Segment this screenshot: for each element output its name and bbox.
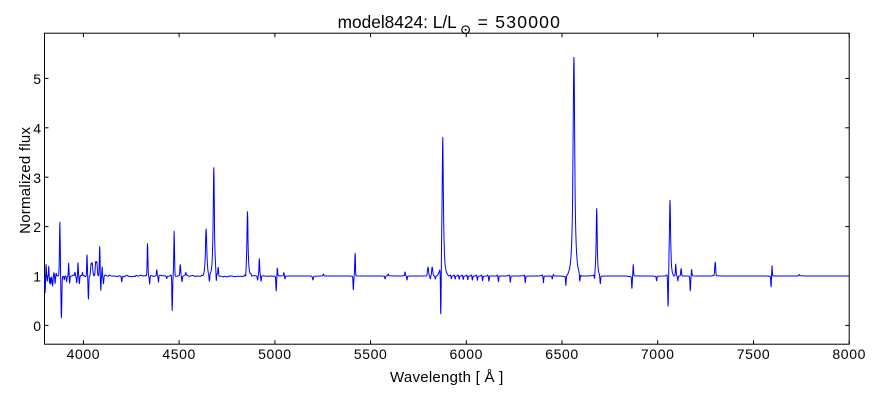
svg-text:4500: 4500 — [162, 346, 196, 362]
svg-text:8000: 8000 — [832, 346, 866, 362]
svg-text:7500: 7500 — [737, 346, 771, 362]
svg-text:3: 3 — [33, 170, 41, 186]
svg-text:Normalized flux: Normalized flux — [17, 126, 34, 233]
svg-text:model8424: L/L: model8424: L/L — [338, 12, 458, 32]
svg-text:1: 1 — [33, 269, 41, 285]
svg-text:4: 4 — [33, 120, 41, 136]
svg-text:5: 5 — [33, 71, 41, 87]
svg-text:7000: 7000 — [641, 346, 675, 362]
svg-text:6500: 6500 — [545, 346, 579, 362]
svg-text:Wavelength [ Å ]: Wavelength [ Å ] — [390, 369, 504, 386]
svg-text:5500: 5500 — [354, 346, 388, 362]
svg-text:2: 2 — [33, 219, 41, 235]
svg-text:= 530000: = 530000 — [472, 12, 562, 32]
svg-text:0: 0 — [33, 318, 41, 334]
svg-text:5000: 5000 — [258, 346, 292, 362]
svg-text:6000: 6000 — [450, 346, 484, 362]
svg-text:4000: 4000 — [67, 346, 101, 362]
